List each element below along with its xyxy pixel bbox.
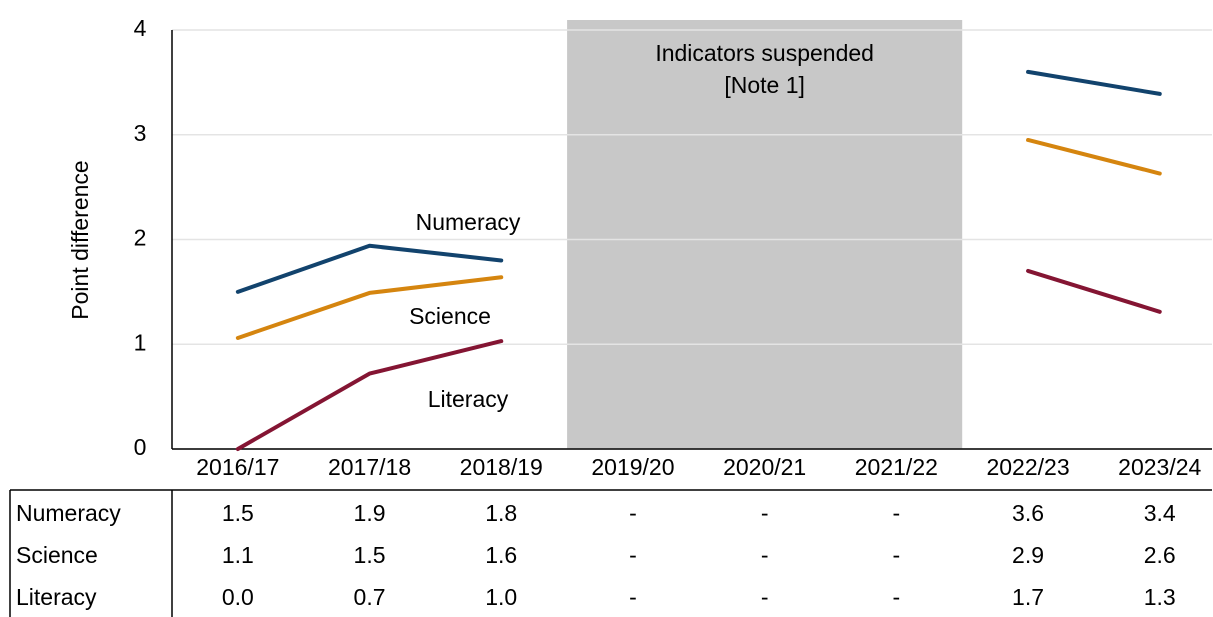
table-cell: - (893, 584, 901, 610)
background-layer (172, 20, 1212, 450)
y-tick-label: 3 (134, 120, 147, 146)
table-cell: - (629, 500, 637, 526)
table-cell: 1.3 (1144, 584, 1176, 610)
table-cell: 1.8 (485, 500, 517, 526)
table-cell: 0.7 (354, 584, 386, 610)
table-cell: 1.5 (222, 500, 254, 526)
table-row-label: Literacy (16, 584, 97, 610)
x-tick-label: 2019/20 (591, 454, 674, 480)
table-cell: - (761, 584, 769, 610)
table-cell: 1.1 (222, 542, 254, 568)
series-label: Literacy (428, 386, 509, 412)
series-label: Science (409, 303, 491, 329)
annotation: Indicators suspended (655, 40, 874, 66)
table-cell: - (761, 542, 769, 568)
series-line (235, 137, 1162, 340)
table-cell: - (629, 542, 637, 568)
series-label: Numeracy (416, 209, 521, 235)
table-cell: 3.6 (1012, 500, 1044, 526)
table-cell: 1.6 (485, 542, 517, 568)
series-line (235, 69, 1162, 294)
table-cell: - (893, 500, 901, 526)
table-cell: - (893, 542, 901, 568)
x-tick-label: 2023/24 (1118, 454, 1201, 480)
table-cell: 2.9 (1012, 542, 1044, 568)
x-tick-label: 2020/21 (723, 454, 806, 480)
annotation: [Note 1] (724, 72, 805, 98)
x-tick-label: 2022/23 (986, 454, 1069, 480)
x-tick-label: 2017/18 (328, 454, 411, 480)
table-row-label: Numeracy (16, 500, 121, 526)
table-cell: - (629, 584, 637, 610)
table-cell: 1.0 (485, 584, 517, 610)
table-cell: 1.5 (354, 542, 386, 568)
table-cell: 0.0 (222, 584, 254, 610)
y-axis-label: Point difference (67, 160, 93, 319)
table-cell: 1.7 (1012, 584, 1044, 610)
suspended-region (567, 20, 963, 449)
x-tick-label: 2021/22 (855, 454, 938, 480)
series-line (235, 268, 1162, 451)
x-tick-label: 2016/17 (196, 454, 279, 480)
table-cell: 1.9 (354, 500, 386, 526)
x-tick-label: 2018/19 (460, 454, 543, 480)
y-tick-label: 0 (134, 434, 147, 460)
y-tick-label: 1 (134, 329, 147, 355)
y-tick-label: 4 (134, 15, 147, 41)
table-cell: - (761, 500, 769, 526)
table-cell: 3.4 (1144, 500, 1176, 526)
table-row-label: Science (16, 542, 98, 568)
y-tick-label: 2 (134, 225, 147, 251)
table-cell: 2.6 (1144, 542, 1176, 568)
